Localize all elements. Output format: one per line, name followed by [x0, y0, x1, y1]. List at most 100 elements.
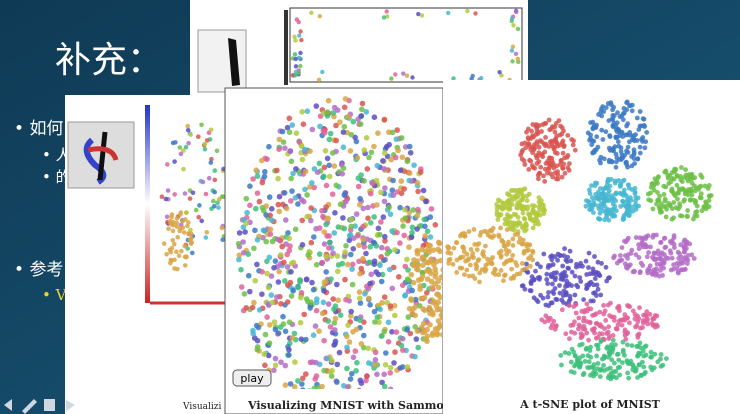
scatter-dot: [623, 264, 629, 270]
scatter-dot: [275, 175, 281, 182]
scatter-dot: [567, 248, 573, 254]
scatter-dot: [304, 192, 310, 198]
scatter-dot: [412, 296, 419, 303]
scatter-dot: [496, 232, 502, 238]
scatter-dot: [513, 194, 519, 200]
nav-icons[interactable]: [4, 399, 75, 414]
scatter-dot: [302, 168, 309, 175]
scatter-dot: [571, 370, 577, 375]
scatter-dot: [349, 261, 356, 268]
scatter-dot: [243, 195, 250, 202]
scatter-dot: [607, 352, 613, 358]
scatter-dot: [620, 339, 626, 345]
nav-prev[interactable]: [4, 399, 12, 411]
scatter-dot: [267, 322, 273, 328]
scatter-dot: [526, 141, 532, 147]
scatter-dot: [593, 335, 599, 341]
scatter-dot: [321, 241, 328, 247]
play-button[interactable]: [232, 369, 272, 387]
scatter-dot: [611, 206, 616, 212]
scatter-dot: [243, 305, 249, 311]
scatter-dot: [276, 136, 283, 143]
scatter-dot: [564, 278, 570, 284]
scatter-dot: [687, 241, 693, 247]
scatter-dot: [323, 279, 329, 285]
scatter-dot: [613, 191, 619, 197]
scatter-dot: [330, 296, 337, 302]
scatter-dot: [309, 180, 315, 186]
scatter-dot: [275, 279, 282, 285]
scatter-dot: [323, 269, 330, 275]
scatter-dot: [267, 231, 274, 237]
play-button-label[interactable]: play: [240, 372, 264, 385]
scatter-dot: [262, 168, 268, 175]
scatter-dot: [673, 205, 679, 211]
scatter-dot: [265, 352, 272, 359]
scatter-dot: [470, 73, 475, 79]
scatter-dot: [499, 73, 504, 78]
scatter-dot: [353, 368, 359, 374]
scatter-dot: [645, 270, 651, 276]
nav-next[interactable]: [66, 400, 75, 411]
scatter-dot: [365, 215, 371, 221]
scatter-dot: [268, 273, 275, 279]
scatter-dot: [334, 253, 341, 259]
scatter-dot: [193, 207, 199, 213]
scatter-dot: [528, 158, 534, 164]
scatter-dot: [297, 33, 302, 38]
scatter-dot: [637, 109, 643, 114]
scatter-dot: [565, 153, 571, 158]
scatter-dot: [568, 258, 574, 264]
scatter-dot: [339, 260, 346, 267]
scatter-dot: [509, 188, 514, 193]
scatter-dot: [297, 277, 303, 283]
scatter-dot: [324, 155, 331, 162]
scatter-dot: [571, 349, 576, 355]
scatter-dot: [625, 252, 631, 257]
scatter-dot: [335, 268, 341, 275]
scatter-dot: [538, 264, 543, 270]
scatter-dot: [437, 306, 442, 312]
scatter-dot: [484, 229, 490, 235]
scatter-dot: [299, 242, 306, 248]
scatter-dot: [535, 275, 541, 281]
scatter-dot: [614, 159, 619, 165]
nav-menu[interactable]: [44, 399, 55, 411]
scatter-dot: [533, 268, 538, 274]
scatter-dot: [499, 238, 505, 244]
scatter-dot: [381, 166, 388, 172]
scatter-dot: [550, 281, 555, 287]
sub-bullet: • V: [42, 286, 68, 304]
scatter-dot: [373, 243, 380, 249]
scatter-dot: [186, 220, 191, 225]
scatter-dot: [538, 292, 543, 298]
scatter-dot: [597, 210, 603, 216]
scatter-dot: [598, 338, 604, 343]
scatter-dot: [509, 16, 515, 21]
scatter-dot: [534, 126, 540, 132]
scatter-dot: [664, 206, 669, 212]
scatter-dot: [610, 345, 615, 351]
scatter-dot: [590, 150, 596, 155]
link-text[interactable]: V: [55, 286, 68, 304]
scatter-dot: [640, 263, 646, 268]
scatter-dot: [404, 158, 411, 165]
scatter-dot: [646, 197, 652, 203]
scatter-dot: [479, 267, 485, 272]
scatter-dot: [552, 124, 558, 130]
nav-pen[interactable]: [22, 399, 37, 414]
scatter-dot: [674, 265, 680, 271]
scatter-dot: [286, 235, 293, 242]
scatter-dot: [356, 387, 362, 389]
scatter-dot: [288, 158, 295, 165]
scatter-dot: [340, 215, 346, 221]
scatter-dot: [624, 358, 630, 364]
scatter-dot: [361, 178, 367, 184]
scatter-dot: [293, 64, 299, 69]
scatter-dot: [552, 170, 558, 176]
scatter-dot: [610, 201, 616, 207]
scatter-dot: [634, 344, 640, 349]
scatter-dot: [477, 279, 482, 285]
scatter-dot: [190, 190, 196, 196]
scatter-dot: [410, 75, 415, 80]
